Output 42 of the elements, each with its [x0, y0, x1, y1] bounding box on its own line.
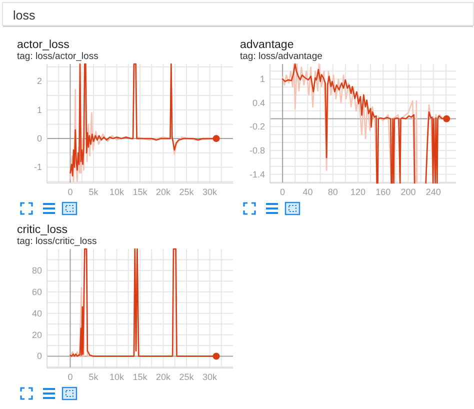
x-tick-label: 0 [68, 372, 73, 382]
x-tick-label: 80 [328, 187, 338, 197]
y-tick-label: -1 [34, 162, 42, 172]
y-tick-label: -1.4 [249, 169, 265, 180]
text: loss [13, 8, 36, 22]
chart-title: critic_loss [17, 224, 68, 236]
x-tick-label: 200 [400, 187, 416, 197]
chart-title: advantage [240, 39, 294, 51]
x-tick-label: 40 [302, 187, 313, 197]
x-tick-label: 5k [88, 187, 99, 197]
y-tick-label: 2 [36, 76, 42, 86]
y-tick-label: 20 [32, 330, 42, 340]
x-tick-label: 30k [202, 372, 218, 382]
x-tick-label: 25k [179, 372, 194, 382]
chart-subtitle: tag: loss/critic_loss [17, 236, 97, 247]
y-tick-label: 1 [260, 74, 265, 84]
x-tick-label: 160 [376, 187, 391, 197]
chart-title: actor_loss [17, 39, 70, 51]
x-tick-label: 0 [280, 187, 286, 197]
x-tick-label: 0 [68, 187, 73, 197]
chart-subtitle: tag: loss/actor_loss [17, 51, 99, 62]
y-tick-label: 0.4 [252, 98, 265, 108]
x-tick-label: 240 [426, 187, 441, 197]
y-tick-label: -0.2 [249, 122, 265, 132]
x-tick-label: 10k [109, 187, 125, 197]
y-tick-label: 0 [36, 351, 42, 362]
chart-subtitle: tag: loss/advantage [240, 51, 322, 62]
y-tick-label: -0.8 [249, 145, 265, 156]
x-tick-label: 30k [202, 187, 218, 197]
y-tick-label: 1 [36, 104, 42, 115]
y-tick-label: 40 [32, 308, 42, 318]
x-tick-label: 5k [88, 372, 99, 382]
x-tick-label: 25k [179, 187, 194, 197]
y-tick-label: 80 [32, 265, 42, 276]
x-tick-label: 15k [132, 187, 148, 197]
x-tick-label: 120 [350, 187, 366, 197]
x-tick-label: 10k [109, 372, 125, 382]
x-tick-label: 20k [156, 187, 172, 197]
y-tick-label: 60 [32, 286, 42, 297]
y-tick-label: 0 [36, 134, 42, 144]
x-tick-label: 15k [132, 372, 148, 382]
x-tick-label: 20k [156, 372, 172, 382]
